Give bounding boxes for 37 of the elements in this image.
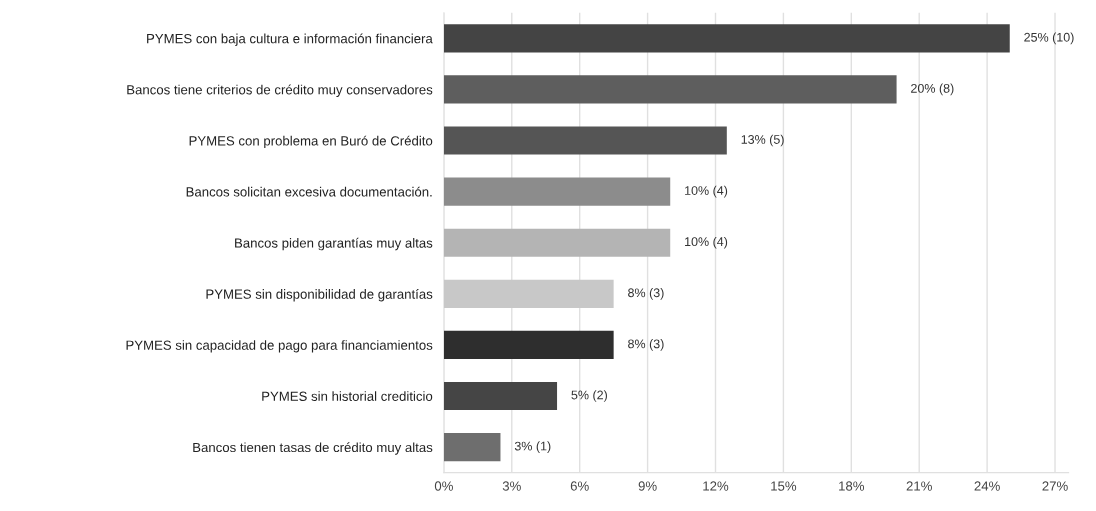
x-tick-label: 21% <box>906 481 932 491</box>
x-tick-label: 6% <box>570 481 589 491</box>
data-label: 20% (8) <box>911 83 954 96</box>
y-tick-label: PYMES con baja cultura e información financiera <box>147 33 433 46</box>
data-label: 3% (1) <box>514 441 551 453</box>
bar <box>443 228 671 257</box>
x-tick-label: 3% <box>502 481 521 491</box>
data-label: 25% (10) <box>1024 32 1074 45</box>
x-tick-label: 18% <box>839 481 865 491</box>
y-tick-label: PYMES sin disponibilidad de garantías <box>206 288 433 302</box>
x-tick-label: 15% <box>771 481 797 491</box>
y-tick-label: PYMES sin capacidad de pago para financiamientos <box>126 340 433 353</box>
x-tick-label: 24% <box>974 481 1000 491</box>
bar <box>443 330 614 359</box>
y-tick-label: Bancos tienen tasas de crédito muy altas <box>193 442 433 455</box>
data-label: 8% (3) <box>628 288 664 300</box>
x-tick-label: 0% <box>434 481 453 491</box>
x-tick-label: 27% <box>1042 481 1068 491</box>
bar <box>443 279 614 308</box>
bar <box>443 126 727 155</box>
bar <box>443 177 671 206</box>
bar <box>443 433 501 462</box>
x-tick-label: 12% <box>703 481 729 491</box>
y-tick-label: Bancos piden garantías muy altas <box>235 237 433 251</box>
x-tick-label: 9% <box>638 481 657 491</box>
data-label: 10% (4) <box>685 236 728 249</box>
y-tick-label: PYMES sin historial crediticio <box>262 391 433 401</box>
data-label: 13% (5) <box>741 134 784 147</box>
bar <box>443 75 897 104</box>
bar <box>443 381 558 411</box>
data-label: 10% (4) <box>685 185 728 198</box>
data-label: 8% (3) <box>628 339 664 351</box>
y-tick-label: Bancos tiene criterios de crédito muy conservadores <box>127 84 433 98</box>
y-tick-label: Bancos solicitan excesiva documentación. <box>186 186 432 197</box>
bar <box>443 24 1010 53</box>
data-label: 5% (2) <box>571 390 607 402</box>
y-tick-label: PYMES con problema en Buró de Crédito <box>189 135 433 149</box>
